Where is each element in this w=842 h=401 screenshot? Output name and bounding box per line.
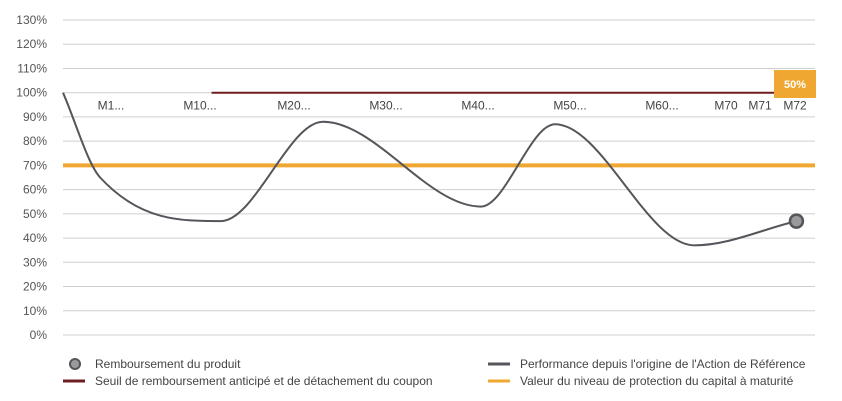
category-labels: M1... M10... M20... M30... M40... M50... M60..… — [98, 99, 807, 113]
y-tick-label-60: 60% — [23, 183, 47, 197]
category-label-2: M10... — [183, 99, 216, 113]
y-tick-label-50: 50% — [23, 207, 47, 221]
category-label-3: M20... — [277, 99, 310, 113]
y-tick-label-10: 10% — [23, 304, 47, 318]
y-tick-label-70: 70% — [23, 158, 47, 172]
legend-label-4: Valeur du niveau de protection du capita… — [520, 374, 794, 388]
y-tick-label-100: 100% — [16, 86, 47, 100]
redemption-marker — [788, 213, 805, 229]
y-tick-label-30: 30% — [23, 255, 47, 269]
category-label-9: M71 — [748, 99, 772, 113]
y-axis-ticks: 0% 10% 20% 30% 40% 50% 60% 70% 80% 90% 100% 110% 120… — [16, 13, 47, 342]
category-label-8: M70 — [714, 99, 738, 113]
grid — [63, 19, 815, 336]
coupon-badge — [774, 70, 816, 98]
category-label-5: M40... — [461, 99, 494, 113]
annotations: 50% — [774, 70, 816, 98]
y-tick-label-20: 20% — [23, 280, 47, 294]
y-tick-label-0: 0% — [30, 328, 48, 342]
markers — [788, 213, 805, 229]
category-label-4: M30... — [369, 99, 402, 113]
y-tick-label-80: 80% — [23, 134, 47, 148]
category-label-6: M50... — [553, 99, 586, 113]
legend-label-1: Remboursement du produit — [95, 357, 241, 371]
legend-label-3: Seuil de remboursement anticipé et de dé… — [95, 374, 433, 388]
category-label-1: M1... — [98, 99, 125, 113]
y-tick-label-130: 130% — [16, 13, 47, 27]
y-tick-label-40: 40% — [23, 231, 47, 245]
coupon-badge-label: 50% — [784, 79, 806, 91]
performance-line — [62, 92, 797, 247]
y-tick-label-90: 90% — [23, 110, 47, 124]
legend: Remboursement du produit Performance depu… — [63, 357, 806, 388]
category-label-7: M60... — [645, 99, 678, 113]
reference-lines — [63, 91, 815, 168]
y-tick-label-110: 110% — [17, 61, 47, 75]
legend-label-2: Performance depuis l'origine de l'Action… — [520, 357, 806, 371]
y-tick-label-120: 120% — [16, 37, 47, 51]
series-lines — [62, 92, 797, 247]
legend-marker-icon — [69, 358, 81, 370]
category-label-10: M72 — [783, 99, 807, 113]
